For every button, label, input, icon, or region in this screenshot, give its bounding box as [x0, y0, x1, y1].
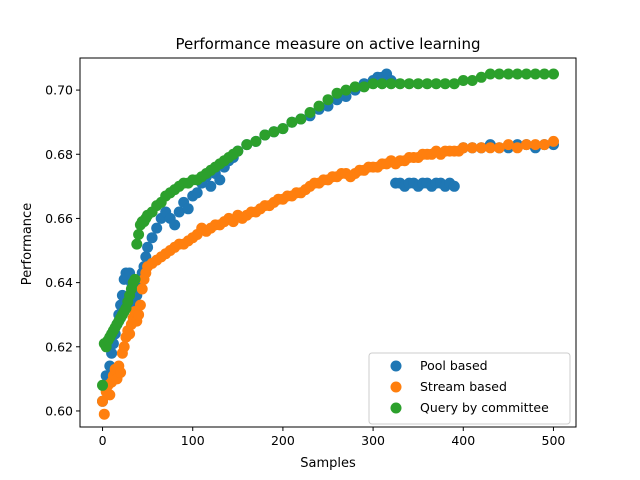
- data-point: [124, 328, 136, 340]
- y-tick-label: 0.64: [45, 275, 73, 290]
- data-point: [134, 299, 146, 311]
- data-point: [520, 68, 532, 80]
- legend: Pool based Stream based Query by committ…: [368, 352, 571, 425]
- legend-marker-query-by-committee: [390, 402, 402, 414]
- data-point: [394, 78, 406, 90]
- legend-label-stream-based: Stream based: [420, 379, 507, 394]
- data-point: [548, 68, 559, 80]
- data-point: [322, 94, 334, 106]
- data-point: [241, 139, 253, 151]
- data-point: [358, 81, 370, 93]
- data-point: [448, 180, 460, 192]
- legend-box: [368, 352, 571, 425]
- data-point: [457, 142, 469, 154]
- data-point: [385, 78, 397, 90]
- plot-frame: [79, 57, 577, 428]
- y-tick-label: 0.62: [45, 339, 73, 354]
- data-point: [115, 367, 127, 378]
- series-stream-based: [97, 135, 559, 420]
- data-points: [97, 68, 559, 420]
- data-point: [136, 283, 148, 295]
- legend-label-pool-based: Pool based: [420, 358, 488, 373]
- series-query-by-committee: [97, 68, 559, 391]
- legend-marker-stream-based: [390, 381, 402, 393]
- data-point: [295, 113, 307, 125]
- data-point: [98, 408, 110, 420]
- data-point: [129, 273, 141, 285]
- y-tick-label: 0.70: [45, 83, 73, 98]
- x-tick-label: 200: [271, 433, 295, 448]
- data-point: [340, 84, 352, 96]
- y-axis-label: Performance: [20, 203, 35, 285]
- x-tick-label: 0: [99, 433, 107, 448]
- data-point: [214, 174, 226, 186]
- axes: 0 100 200 300 400 500 0.60 0.62 0.64 0.66 0.68 0.70: [45, 57, 577, 448]
- data-point: [104, 389, 116, 401]
- data-point: [529, 139, 541, 151]
- data-point: [331, 87, 343, 99]
- data-point: [142, 241, 154, 253]
- data-point: [133, 309, 145, 321]
- data-point: [511, 68, 523, 80]
- data-point: [169, 219, 181, 231]
- y-tick-label: 0.66: [45, 211, 73, 226]
- data-point: [133, 229, 145, 240]
- data-point: [349, 81, 361, 93]
- data-point: [475, 71, 487, 83]
- data-point: [493, 142, 505, 154]
- data-point: [502, 68, 514, 80]
- data-point: [403, 78, 415, 90]
- legend-label-query-by-committee: Query by committee: [420, 400, 549, 415]
- data-point: [502, 139, 514, 151]
- x-tick-label: 500: [542, 433, 566, 448]
- data-point: [493, 68, 505, 80]
- data-point: [304, 107, 316, 118]
- x-tick-label: 300: [361, 433, 385, 448]
- x-tick-label: 400: [451, 433, 475, 448]
- x-axis-label: Samples: [300, 456, 356, 471]
- data-point: [232, 145, 244, 157]
- data-point: [511, 142, 523, 154]
- data-point: [520, 139, 532, 151]
- data-point: [439, 78, 451, 90]
- data-point: [259, 129, 271, 141]
- data-point: [182, 203, 194, 215]
- legend-marker-pool-based: [390, 360, 402, 372]
- data-point: [475, 142, 487, 154]
- data-point: [538, 139, 550, 151]
- data-point: [367, 78, 379, 90]
- data-point: [466, 75, 478, 86]
- data-point: [191, 187, 203, 199]
- data-point: [205, 180, 217, 192]
- data-point: [538, 68, 550, 80]
- data-point: [277, 123, 289, 135]
- data-point: [430, 78, 442, 90]
- x-tick-label: 100: [181, 433, 205, 448]
- data-point: [466, 142, 478, 154]
- data-point: [250, 135, 262, 147]
- data-point: [131, 238, 143, 250]
- data-point: [146, 232, 158, 244]
- data-point: [484, 142, 496, 154]
- data-point: [548, 135, 559, 147]
- data-point: [457, 75, 469, 86]
- data-point: [484, 68, 496, 80]
- data-point: [97, 395, 108, 407]
- data-point: [97, 379, 108, 391]
- data-point: [421, 78, 433, 90]
- y-tick-label: 0.68: [45, 147, 73, 162]
- data-point: [529, 68, 541, 80]
- data-point: [173, 206, 185, 218]
- y-tick-label: 0.60: [45, 403, 73, 418]
- data-point: [448, 78, 460, 90]
- data-point: [412, 78, 424, 90]
- data-point: [151, 222, 163, 234]
- data-point: [268, 126, 280, 138]
- data-point: [118, 341, 130, 353]
- chart-title: Performance measure on active learning: [175, 35, 480, 53]
- data-point: [313, 100, 325, 112]
- data-point: [286, 116, 298, 128]
- data-point: [376, 78, 388, 90]
